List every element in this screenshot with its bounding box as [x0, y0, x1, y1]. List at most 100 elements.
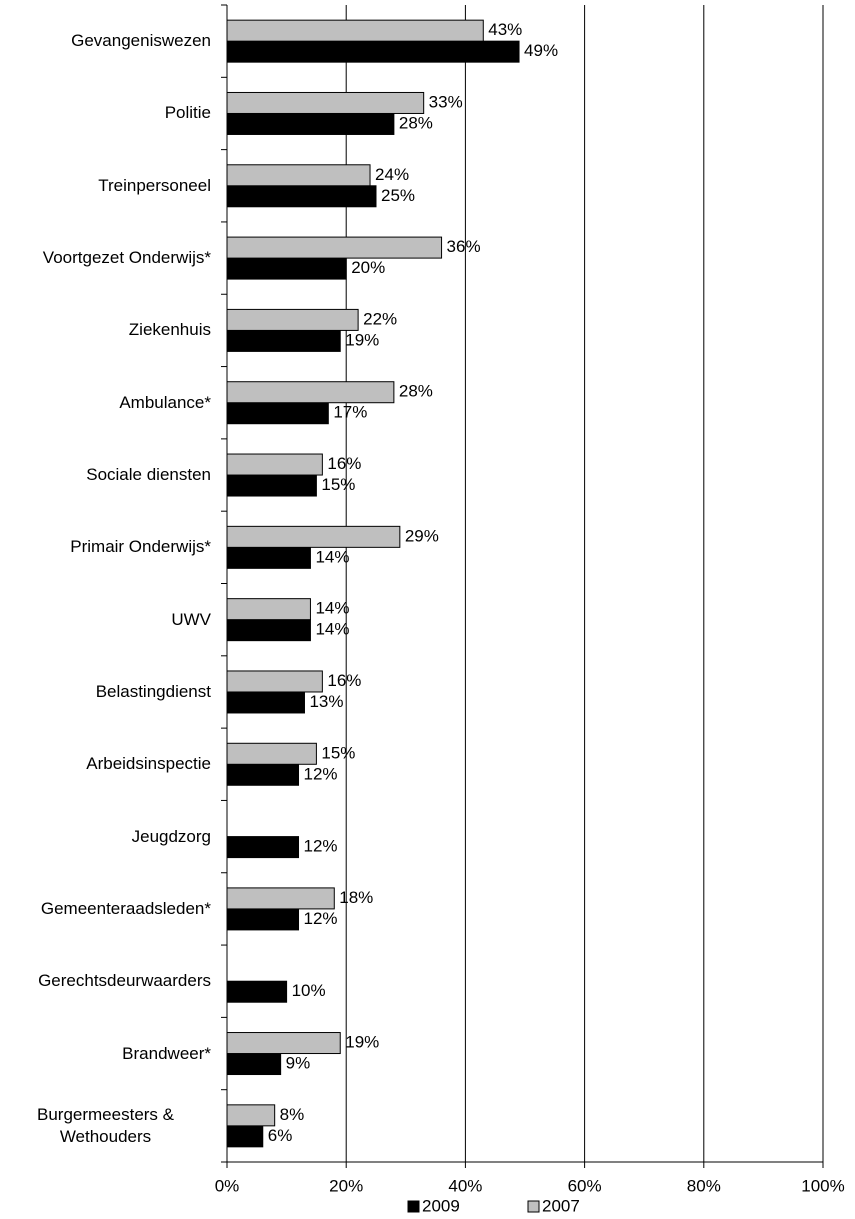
x-tick-label: 40% [448, 1176, 482, 1195]
value-label: 14% [315, 547, 349, 566]
bar [226, 453, 323, 476]
category-text: Treinpersoneel [98, 175, 211, 195]
bar [226, 908, 300, 931]
value-label: 12% [304, 764, 338, 783]
category-text: Primair Onderwijs* [70, 537, 211, 557]
category-label: Gerechtsdeurwaarders [0, 951, 211, 1011]
bar [226, 19, 484, 42]
value-label: 14% [315, 620, 349, 639]
x-tick-label: 0% [215, 1176, 240, 1195]
category-label: Gemeenteraadsleden* [0, 879, 211, 939]
value-label: 20% [351, 258, 385, 277]
value-label: 29% [405, 526, 439, 545]
category-label: Jeugdzorg [0, 807, 211, 867]
value-label: 13% [309, 692, 343, 711]
bar [226, 1032, 341, 1055]
category-text: Gerechtsdeurwaarders [38, 971, 211, 991]
bar [226, 763, 300, 786]
category-text: Voortgezet Onderwijs* [42, 248, 211, 268]
value-label: 33% [429, 92, 463, 111]
category-label: Ambulance* [0, 373, 211, 433]
category-text: Ziekenhuis [128, 320, 211, 340]
bar [226, 691, 305, 714]
bar [226, 185, 377, 208]
category-text: Brandweer* [122, 1043, 211, 1063]
bar [226, 525, 401, 548]
x-tick-label: 20% [329, 1176, 363, 1195]
category-label: Belastingdienst [0, 662, 211, 722]
bar [226, 91, 425, 114]
category-label: Brandweer* [0, 1024, 211, 1084]
value-label: 19% [345, 330, 379, 349]
value-label: 19% [345, 1033, 379, 1052]
bar [226, 670, 323, 693]
x-tick-label: 100% [801, 1176, 844, 1195]
value-label: 18% [339, 888, 373, 907]
bar [226, 980, 288, 1003]
category-label: Voortgezet Onderwijs* [0, 228, 211, 288]
bar [226, 1104, 276, 1127]
bar [226, 308, 359, 331]
bar [226, 164, 371, 187]
value-label: 16% [327, 454, 361, 473]
value-label: 22% [363, 309, 397, 328]
bar [226, 887, 335, 910]
bar [226, 381, 395, 404]
value-label: 15% [321, 475, 355, 494]
category-label: Politie [0, 83, 211, 143]
value-label: 24% [375, 165, 409, 184]
bar [226, 329, 341, 352]
value-label: 49% [524, 41, 558, 60]
value-label: 28% [399, 382, 433, 401]
category-text: Ambulance* [119, 392, 211, 412]
value-label: 6% [268, 1126, 293, 1145]
bar [226, 619, 311, 642]
category-text: UWV [171, 609, 211, 629]
legend-swatch [407, 1200, 420, 1213]
category-text: Gemeenteraadsleden* [40, 898, 211, 918]
value-label: 43% [488, 20, 522, 39]
category-text: Politie [164, 103, 211, 123]
category-label: Primair Onderwijs* [0, 517, 211, 577]
x-tick-label: 60% [568, 1176, 602, 1195]
category-label: Sociale diensten [0, 445, 211, 505]
category-label: Arbeidsinspectie [0, 734, 211, 794]
category-text: Belastingdienst [95, 681, 211, 701]
bar [226, 1053, 282, 1076]
value-label: 14% [315, 599, 349, 618]
bar [226, 1125, 264, 1148]
category-text: Gevangeniswezen [71, 31, 211, 51]
category-text: Arbeidsinspectie [86, 754, 211, 774]
bar [226, 402, 329, 425]
bar [226, 112, 395, 135]
value-label: 25% [381, 186, 415, 205]
value-label: 8% [280, 1105, 305, 1124]
bar [226, 257, 347, 280]
category-text: Burgermeesters & Wethouders [37, 1104, 174, 1146]
bar [226, 40, 520, 63]
category-label: Treinpersoneel [0, 156, 211, 216]
x-tick-label: 80% [687, 1176, 721, 1195]
category-label: Ziekenhuis [0, 300, 211, 360]
category-label: Gevangeniswezen [0, 11, 211, 71]
value-label: 12% [304, 837, 338, 856]
value-label: 9% [286, 1054, 311, 1073]
value-label: 28% [399, 113, 433, 132]
legend-label: 2009 [422, 1196, 460, 1215]
value-label: 16% [327, 671, 361, 690]
value-label: 36% [447, 237, 481, 256]
bar [226, 598, 311, 621]
value-label: 10% [292, 981, 326, 1000]
bar [226, 236, 443, 259]
category-label: UWV [0, 590, 211, 650]
category-text: Sociale diensten [86, 465, 211, 485]
bar [226, 742, 317, 765]
value-label: 15% [321, 743, 355, 762]
category-label: Burgermeesters & Wethouders [0, 1096, 211, 1156]
bar [226, 546, 311, 569]
value-label: 17% [333, 403, 367, 422]
bar [226, 836, 300, 859]
bar [226, 474, 317, 497]
category-text: Jeugdzorg [131, 826, 211, 846]
